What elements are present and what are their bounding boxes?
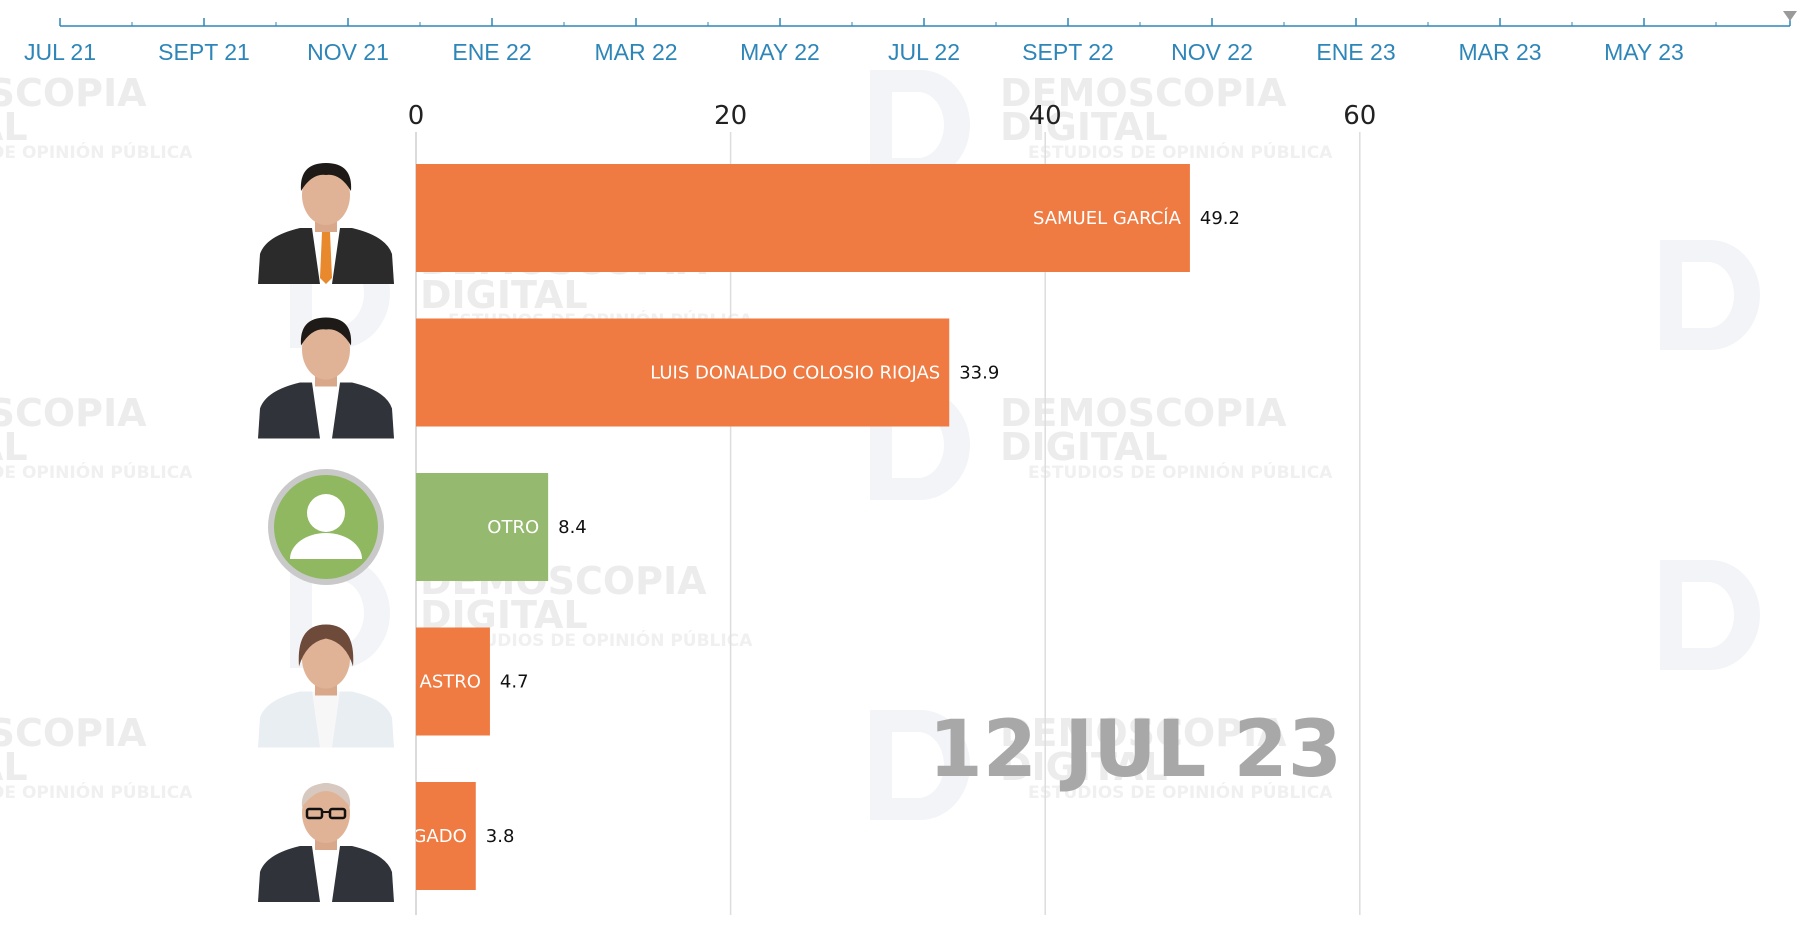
watermark-text: DIGITAL (1000, 105, 1168, 149)
watermark-text: DEMOSCOPIA (1000, 391, 1287, 435)
timeline-label[interactable]: MAY 22 (740, 39, 820, 65)
bar-category-label: SAMUEL GARCÍA (1033, 207, 1182, 229)
x-axis: 0 20 40 60 (408, 101, 1377, 131)
watermark-text: ESTUDIOS DE OPINIÓN PÚBLICA (448, 629, 753, 651)
bar-category-label: ASTRO (420, 672, 481, 693)
timeline-label[interactable]: ENE 23 (1316, 39, 1395, 65)
generic-person-icon (268, 469, 384, 585)
bar-value-label: 3.8 (486, 826, 515, 847)
x-tick-label: 40 (1029, 101, 1062, 131)
bar (416, 473, 549, 581)
bar-value-label: 4.7 (500, 672, 529, 693)
watermark-text: DEMOSCOPIA (0, 391, 147, 435)
timeline-label[interactable]: ENE 22 (452, 39, 531, 65)
timeline-label[interactable]: SEPT 22 (1022, 39, 1114, 65)
x-tick-label: 20 (714, 101, 747, 131)
timeline-label[interactable]: JUL 22 (888, 39, 960, 65)
watermark-text: DEMOSCOPIA (0, 71, 147, 115)
man-portrait-icon (258, 163, 394, 284)
timeline[interactable]: JUL 21 SEPT 21 NOV 21 ENE 22 MAR 22 MAY 22 JUL… (24, 11, 1797, 65)
bar-category-label: OTRO (487, 517, 539, 538)
current-date-label: 12 JUL 23 (929, 705, 1342, 795)
watermark-text: DIGITAL (0, 105, 28, 149)
timeline-label[interactable]: MAY 23 (1604, 39, 1684, 65)
watermark-text: ESTUDIOS DE OPINIÓN PÚBLICA (0, 781, 193, 803)
woman-portrait-icon (258, 624, 394, 748)
watermark-text: DEMOSCOPIA (1000, 711, 1287, 755)
watermark-text: DIGITAL (1000, 425, 1168, 469)
watermark-text: ESTUDIOS DE OPINIÓN PÚBLICA (1028, 141, 1333, 163)
timeline-label[interactable]: SEPT 21 (158, 39, 250, 65)
watermark-text: DIGITAL (420, 273, 588, 317)
watermark-text: DEMOSCOPIA (0, 711, 147, 755)
watermark-text: ESTUDIOS DE OPINIÓN PÚBLICA (1028, 781, 1333, 803)
watermark-logo-icon (1660, 560, 1760, 670)
watermark-logo-icon (870, 70, 970, 180)
bar-category-label: LUIS DONALDO COLOSIO RIOJAS (650, 363, 940, 384)
watermark-text: DIGITAL (0, 745, 28, 789)
watermark-logo-icon (1660, 240, 1760, 350)
watermark-text: DIGITAL (0, 425, 28, 469)
chart-bars: SAMUEL GARCÍA 49.2 LUIS DONALDO COLOSIO RI… (412, 164, 1240, 890)
bar-category-label: GADO (412, 826, 466, 847)
watermark-text: ESTUDIOS DE OPINIÓN PÚBLICA (0, 461, 193, 483)
timeline-label[interactable]: JUL 21 (24, 39, 96, 65)
bar-value-label: 8.4 (558, 517, 587, 538)
bar-value-label: 33.9 (959, 363, 999, 384)
man-glasses-portrait-icon (258, 783, 394, 902)
watermark-text: ESTUDIOS DE OPINIÓN PÚBLICA (1028, 461, 1333, 483)
bar-value-label: 49.2 (1200, 208, 1240, 229)
timeline-playhead-icon[interactable] (1783, 11, 1797, 21)
bar (416, 782, 476, 890)
timeline-label[interactable]: NOV 22 (1171, 39, 1253, 65)
watermark-logo-icon (290, 558, 390, 668)
x-tick-label: 60 (1343, 101, 1376, 131)
bar (416, 627, 490, 736)
timeline-label[interactable]: MAR 22 (594, 39, 677, 65)
bar (416, 164, 1190, 272)
timeline-label[interactable]: MAR 23 (1458, 39, 1541, 65)
watermark-text: DIGITAL (1000, 745, 1168, 789)
x-tick-label: 0 (408, 101, 425, 131)
man-portrait-icon (258, 317, 394, 439)
candidate-avatars (258, 163, 394, 902)
watermark-text: ESTUDIOS DE OPINIÓN PÚBLICA (0, 141, 193, 163)
watermark-text: DEMOSCOPIA (1000, 71, 1287, 115)
watermark-logo-icon (870, 710, 970, 820)
timeline-label[interactable]: NOV 21 (307, 39, 389, 65)
bar (416, 318, 950, 427)
